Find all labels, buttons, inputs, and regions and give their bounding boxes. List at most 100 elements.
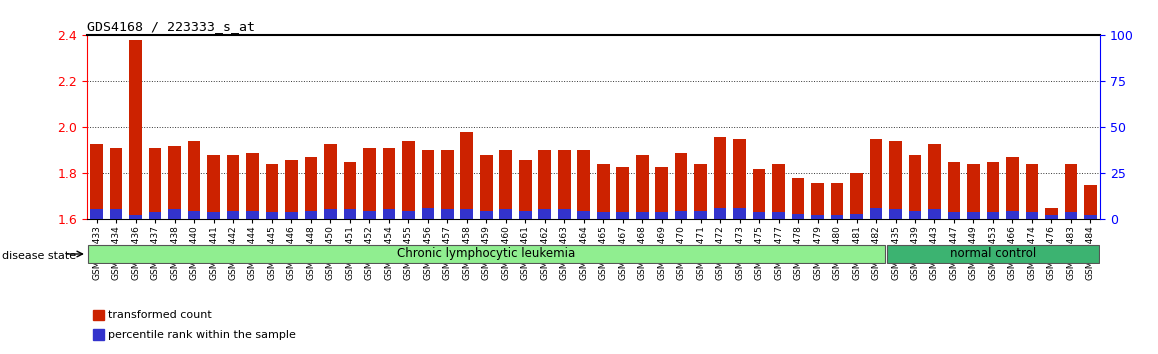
Bar	[519, 211, 532, 219]
FancyBboxPatch shape	[887, 245, 1099, 263]
Bar	[636, 212, 648, 219]
Bar	[967, 212, 980, 219]
Bar	[558, 150, 571, 219]
Bar	[247, 211, 258, 219]
Bar	[558, 209, 571, 219]
Bar	[967, 164, 980, 219]
Bar	[285, 212, 298, 219]
Bar	[168, 146, 181, 219]
Bar	[733, 139, 746, 219]
Bar	[850, 213, 863, 219]
Bar	[130, 40, 142, 219]
Bar	[753, 212, 765, 219]
Bar	[441, 209, 454, 219]
Bar	[441, 150, 454, 219]
Text: transformed count: transformed count	[108, 310, 212, 320]
Bar	[870, 208, 882, 219]
Bar	[1064, 164, 1077, 219]
Bar	[655, 166, 668, 219]
Bar	[364, 211, 375, 219]
Bar	[889, 141, 902, 219]
Bar	[538, 209, 551, 219]
Bar	[382, 209, 395, 219]
Bar	[479, 155, 492, 219]
Bar	[870, 139, 882, 219]
Bar	[655, 212, 668, 219]
Bar	[596, 164, 609, 219]
Bar	[422, 208, 434, 219]
Bar	[713, 137, 726, 219]
Bar	[305, 157, 317, 219]
Bar	[461, 132, 474, 219]
Bar	[344, 209, 357, 219]
Bar	[753, 169, 765, 219]
Bar	[422, 150, 434, 219]
Bar	[499, 209, 512, 219]
Bar	[733, 208, 746, 219]
Bar	[812, 215, 823, 219]
Bar	[1045, 215, 1057, 219]
Bar	[324, 144, 337, 219]
Bar	[772, 164, 785, 219]
Bar	[772, 212, 785, 219]
Bar	[792, 178, 805, 219]
Bar	[90, 209, 103, 219]
Bar	[616, 212, 629, 219]
Bar	[1006, 157, 1019, 219]
Bar	[929, 144, 940, 219]
Bar	[538, 150, 551, 219]
Bar	[578, 211, 591, 219]
Bar	[812, 183, 823, 219]
Bar	[1026, 164, 1039, 219]
Bar	[305, 211, 317, 219]
Bar	[929, 209, 940, 219]
Bar	[987, 212, 999, 219]
Bar	[344, 162, 357, 219]
Bar	[519, 160, 532, 219]
Text: GDS4168 / 223333_s_at: GDS4168 / 223333_s_at	[87, 20, 255, 33]
Bar	[188, 211, 200, 219]
Bar	[402, 211, 415, 219]
Bar	[909, 155, 922, 219]
Bar	[90, 144, 103, 219]
Bar	[188, 141, 200, 219]
Bar	[207, 155, 220, 219]
Bar	[830, 183, 843, 219]
Bar	[1084, 185, 1097, 219]
Bar	[285, 160, 298, 219]
Bar	[168, 209, 181, 219]
Bar	[695, 164, 708, 219]
FancyBboxPatch shape	[88, 245, 885, 263]
Bar	[227, 211, 240, 219]
Bar	[947, 162, 960, 219]
Bar	[1045, 208, 1057, 219]
Bar	[148, 212, 161, 219]
Bar	[461, 209, 474, 219]
Bar	[830, 215, 843, 219]
Bar	[382, 148, 395, 219]
Bar	[265, 212, 278, 219]
Bar	[479, 211, 492, 219]
Text: normal control: normal control	[950, 247, 1036, 261]
Bar	[695, 211, 708, 219]
Text: Chronic lymphocytic leukemia: Chronic lymphocytic leukemia	[397, 247, 576, 261]
Bar	[616, 166, 629, 219]
Bar	[713, 208, 726, 219]
Bar	[1026, 212, 1039, 219]
Bar	[402, 141, 415, 219]
Bar	[227, 155, 240, 219]
Bar	[675, 211, 688, 219]
Bar	[148, 148, 161, 219]
Bar	[130, 215, 142, 219]
Bar	[110, 209, 123, 219]
Bar	[947, 212, 960, 219]
Bar	[596, 212, 609, 219]
Text: disease state: disease state	[2, 251, 76, 261]
Bar	[1064, 212, 1077, 219]
Bar	[792, 213, 805, 219]
Bar	[207, 212, 220, 219]
Bar	[247, 153, 258, 219]
Bar	[636, 155, 648, 219]
Bar	[265, 164, 278, 219]
Bar	[324, 209, 337, 219]
